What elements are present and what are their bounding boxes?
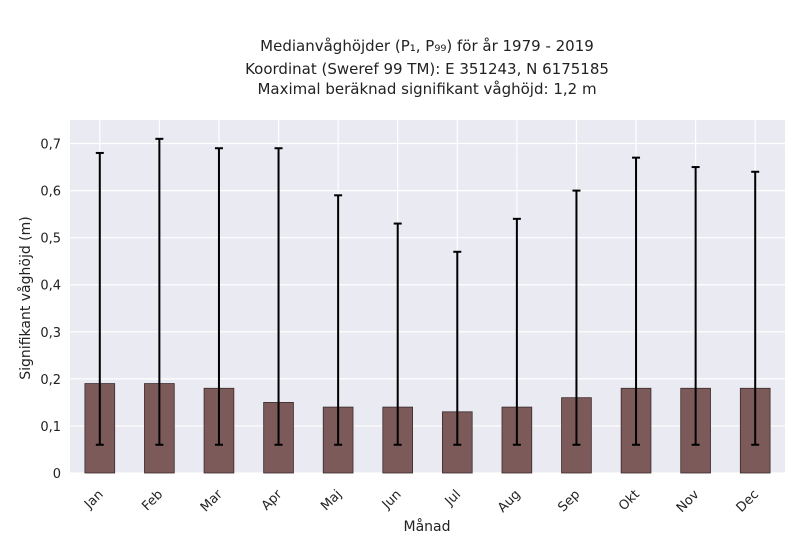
- error-bar-jul: [453, 250, 462, 446]
- title-line-1: Medianvåghöjder (P₁, P₉₉) för år 1979 - …: [260, 37, 594, 55]
- x-tick-label-okt: Okt: [616, 487, 643, 514]
- error-bar-nov: [691, 166, 700, 446]
- error-bar-aug: [512, 217, 521, 446]
- error-bar-jun: [393, 222, 402, 446]
- plot-area: [70, 120, 785, 473]
- x-tick-label-feb: Feb: [139, 487, 166, 514]
- x-axis-label: Månad: [404, 518, 451, 535]
- x-tick-label-aug: Aug: [495, 487, 524, 516]
- error-bar-apr: [274, 147, 283, 446]
- error-bar-okt: [632, 156, 641, 446]
- y-tick-label-7: 0,7: [40, 138, 61, 153]
- x-tick-label-maj: Maj: [318, 487, 345, 514]
- error-bar-jan: [95, 151, 104, 446]
- y-axis-ticks: 0 0,1 0,2 0,3 0,4 0,5 0,6 0,7: [40, 138, 61, 482]
- y-tick-label-5: 0,5: [40, 232, 61, 247]
- error-bar-mar: [214, 147, 223, 446]
- error-bar-sep: [572, 189, 581, 446]
- y-tick-label-0: 0: [53, 467, 61, 482]
- title-line-3: Maximal beräknad signifikant våghöjd: 1,…: [257, 80, 596, 98]
- y-tick-label-3: 0,3: [40, 326, 61, 341]
- y-tick-label-4: 0,4: [40, 279, 61, 294]
- error-bars: [95, 137, 760, 446]
- y-axis-label: Signifikant våghöjd (m): [17, 216, 34, 379]
- x-tick-label-jul: Jul: [442, 487, 464, 509]
- chart-title: Medianvåghöjder (P₁, P₉₉) för år 1979 - …: [245, 37, 609, 98]
- y-tick-label-6: 0,6: [40, 185, 61, 200]
- error-bar-feb: [155, 137, 164, 446]
- error-bar-dec: [751, 170, 760, 446]
- x-tick-label-nov: Nov: [674, 487, 703, 516]
- x-tick-label-jan: Jan: [81, 487, 106, 512]
- x-tick-label-apr: Apr: [259, 487, 286, 514]
- x-tick-label-jun: Jun: [379, 487, 405, 513]
- x-axis-ticks: Jan Feb Mar Apr Maj Jun Jul Aug Sep Okt Nov Dec: [81, 487, 762, 516]
- x-tick-label-dec: Dec: [734, 487, 762, 515]
- x-tick-label-mar: Mar: [198, 487, 226, 515]
- error-bar-maj: [334, 194, 343, 446]
- title-line-2: Koordinat (Sweref 99 TM): E 351243, N 61…: [245, 60, 609, 78]
- y-tick-label-1: 0,1: [40, 420, 61, 435]
- y-tick-label-2: 0,2: [40, 373, 61, 388]
- x-tick-label-sep: Sep: [555, 487, 583, 515]
